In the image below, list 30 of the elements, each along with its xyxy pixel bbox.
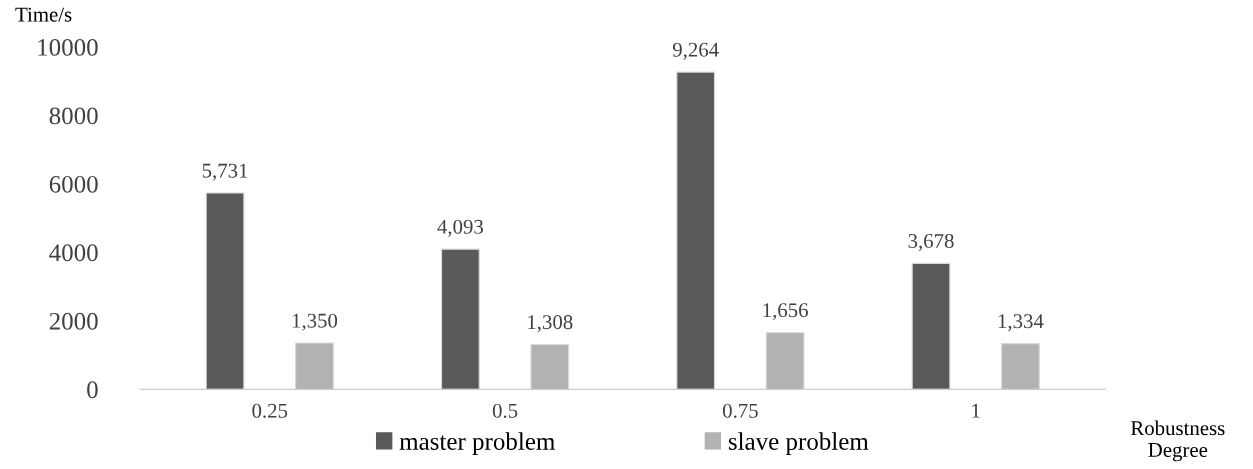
x-tick-label: 0.5: [492, 403, 518, 418]
x-tick-label: 1: [972, 403, 980, 418]
data-label: 9,264: [672, 42, 719, 60]
y-tick-label: 10000: [38, 38, 98, 56]
data-label: 5,731: [202, 163, 248, 181]
bar: [530, 343, 570, 390]
data-label: 3,678: [908, 233, 954, 251]
bar: [911, 262, 951, 390]
data-label: 1,350: [292, 313, 338, 331]
bar: [1001, 343, 1040, 390]
data-label: 4,093: [437, 219, 483, 237]
x-tick-label: 0.75: [722, 403, 758, 418]
y-tick-label: 8000: [49, 107, 98, 125]
y-tick-label: 4000: [49, 244, 98, 262]
legend-label: master problem: [399, 432, 555, 455]
y-tick-label: 2000: [49, 312, 98, 330]
bar: [676, 71, 716, 390]
bar: [205, 192, 245, 390]
bar: [440, 248, 480, 390]
x-tick-label: 0.25: [252, 403, 288, 418]
bar: [765, 332, 805, 390]
data-label: 1,308: [528, 315, 573, 333]
y-tick-label: 6000: [49, 175, 98, 193]
y-tick-label: 0: [87, 381, 98, 399]
bar: [295, 342, 334, 390]
data-label: 1,334: [998, 314, 1044, 332]
legend-label: slave problem: [728, 432, 869, 455]
y-axis-title: Time/s: [15, 7, 72, 22]
data-label: 1,656: [763, 303, 808, 321]
x-axis-title: Robustness Degree: [1130, 420, 1225, 462]
